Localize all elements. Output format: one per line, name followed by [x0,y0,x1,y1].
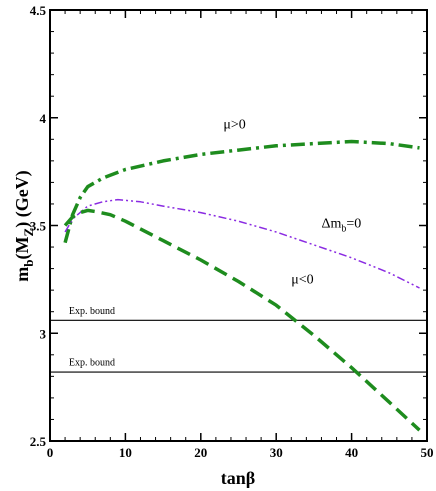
y-axis-title-sub2: Z [21,227,36,236]
y-axis-title: mb(MZ) (GeV) [12,170,36,281]
series-label-main: Δm [321,217,341,232]
y-axis-title-sub: b [21,259,36,266]
series-label-2: μ<0 [291,273,313,288]
y-axis-title-mid: (M [12,236,33,259]
x-tick-label: 10 [119,445,132,460]
ticks [49,9,428,442]
annotations: Exp. bound Exp. bound μ>0 Δmb=0 μ<0 [69,118,361,369]
series-label-main: μ>0 [223,118,245,133]
exp-bound-label: Exp. bound [69,358,115,369]
x-tick-label: 40 [345,445,358,460]
y-tick-label: 3 [40,326,47,341]
y-tick-label: 3.5 [30,219,47,234]
y-tick-label: 4.5 [30,3,47,18]
x-axis-title: tanβ [221,468,256,488]
series-label-0: μ>0 [223,118,245,133]
x-tick-label: 30 [270,445,283,460]
y-tick-label: 2.5 [30,434,47,449]
x-tick-label: 20 [194,445,207,460]
y-tick-label: 4 [40,111,47,126]
series-line-2 [63,208,421,432]
series-label-main: μ<0 [291,273,313,288]
y-axis-title-main: m [12,267,32,282]
plot-frame [49,9,428,442]
series-line-1 [64,198,420,289]
series-lines [63,139,421,432]
x-tick-label: 50 [421,445,434,460]
y-axis-title-end: ) (GeV) [12,170,33,227]
series-label-sub: b [341,224,346,235]
tick-labels: 0 10 20 30 40 50 2.5 3 3.5 4 4.5 [30,3,434,460]
series-label-1: Δmb=0 [321,217,361,235]
series-line-0 [63,139,420,244]
x-tick-label: 0 [47,445,54,460]
bound-lines [50,319,427,373]
exp-bound-label: Exp. bound [69,306,115,317]
series-label-end: =0 [346,217,361,232]
